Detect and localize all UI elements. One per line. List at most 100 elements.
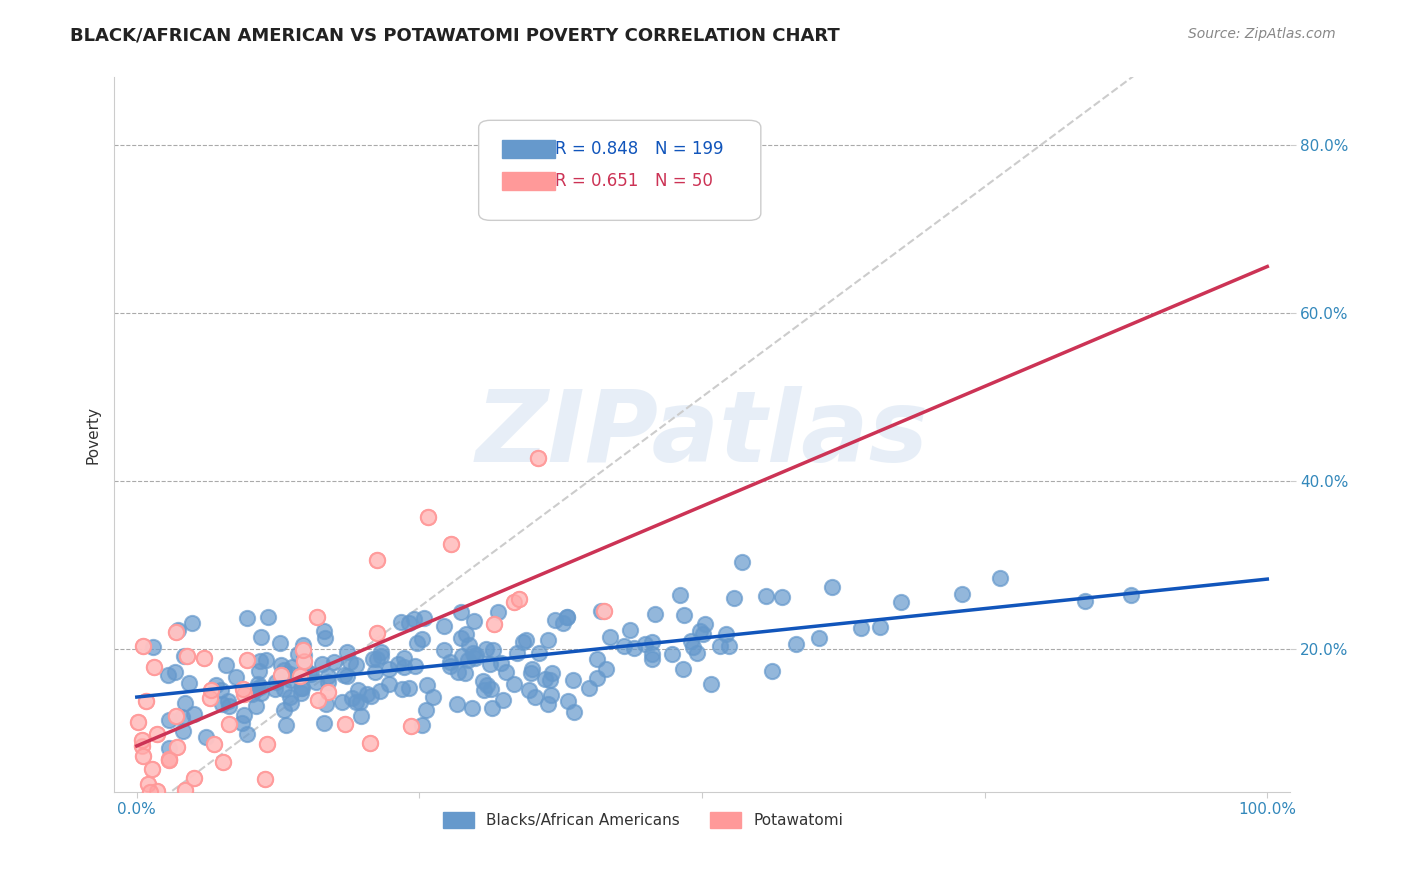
Point: [661, 647, 683, 661]
Point: [366, 651, 388, 665]
Point: [672, 607, 695, 622]
Point: [538, 673, 561, 688]
Point: [292, 643, 315, 657]
Point: [127, 715, 149, 730]
Point: [599, 630, 621, 644]
Point: [183, 771, 205, 785]
Point: [142, 660, 165, 674]
Point: [270, 657, 292, 672]
Point: [339, 655, 361, 669]
Point: [298, 666, 321, 681]
Point: [366, 626, 388, 640]
Point: [699, 676, 721, 690]
Point: [165, 708, 187, 723]
Point: [330, 695, 353, 709]
Point: [256, 737, 278, 751]
Point: [537, 698, 560, 712]
Point: [236, 727, 259, 741]
Point: [292, 648, 315, 663]
Point: [135, 694, 157, 708]
Point: [131, 739, 153, 754]
Point: [127, 715, 149, 730]
Point: [225, 670, 247, 684]
Point: [672, 662, 695, 676]
Point: [131, 733, 153, 747]
Point: [360, 689, 382, 703]
Point: [682, 640, 704, 654]
Point: [404, 612, 426, 626]
Point: [280, 673, 302, 687]
Point: [454, 627, 477, 641]
Point: [314, 716, 336, 731]
Point: [157, 752, 180, 766]
Point: [761, 664, 783, 678]
Point: [709, 639, 731, 653]
Point: [439, 655, 461, 669]
Text: N = 50: N = 50: [655, 172, 713, 190]
Point: [544, 613, 567, 627]
Point: [416, 510, 439, 524]
Point: [205, 678, 228, 692]
Point: [233, 687, 256, 701]
Point: [172, 723, 194, 738]
Point: [307, 693, 329, 707]
Point: [589, 603, 612, 617]
Point: [686, 646, 709, 660]
Point: [167, 624, 190, 638]
Point: [668, 587, 690, 601]
Point: [157, 753, 180, 767]
Y-axis label: Poverty: Poverty: [86, 406, 100, 464]
Point: [165, 708, 187, 723]
Point: [389, 615, 412, 629]
Point: [404, 658, 426, 673]
Point: [183, 771, 205, 785]
Point: [193, 651, 215, 665]
Point: [176, 648, 198, 663]
Point: [340, 690, 363, 705]
Point: [450, 606, 472, 620]
Point: [447, 665, 470, 679]
Point: [316, 685, 339, 699]
Point: [157, 741, 180, 756]
Point: [200, 683, 222, 698]
Point: [157, 752, 180, 766]
Point: [236, 653, 259, 667]
Point: [233, 687, 256, 701]
Point: [166, 739, 188, 754]
Point: [135, 694, 157, 708]
Point: [198, 690, 221, 705]
Point: [716, 627, 738, 641]
Point: [218, 716, 240, 731]
Point: [378, 677, 401, 691]
Point: [527, 451, 550, 466]
Point: [433, 643, 456, 657]
Point: [474, 642, 496, 657]
Point: [231, 716, 253, 731]
Point: [482, 616, 505, 631]
Point: [290, 669, 312, 683]
Point: [141, 763, 163, 777]
Point: [256, 737, 278, 751]
Point: [131, 733, 153, 747]
Point: [461, 701, 484, 715]
Point: [136, 777, 159, 791]
Point: [135, 694, 157, 708]
Point: [165, 665, 187, 679]
Point: [173, 649, 195, 664]
Point: [356, 687, 378, 701]
Point: [482, 616, 505, 631]
Point: [508, 591, 530, 606]
Point: [200, 683, 222, 698]
Point: [359, 736, 381, 750]
Point: [405, 635, 427, 649]
Point: [270, 667, 292, 681]
Point: [157, 753, 180, 767]
Point: [821, 580, 844, 594]
Point: [578, 681, 600, 696]
Point: [198, 690, 221, 705]
Point: [492, 693, 515, 707]
Point: [266, 674, 288, 689]
Point: [503, 594, 526, 608]
Point: [314, 631, 336, 645]
Point: [506, 646, 529, 660]
